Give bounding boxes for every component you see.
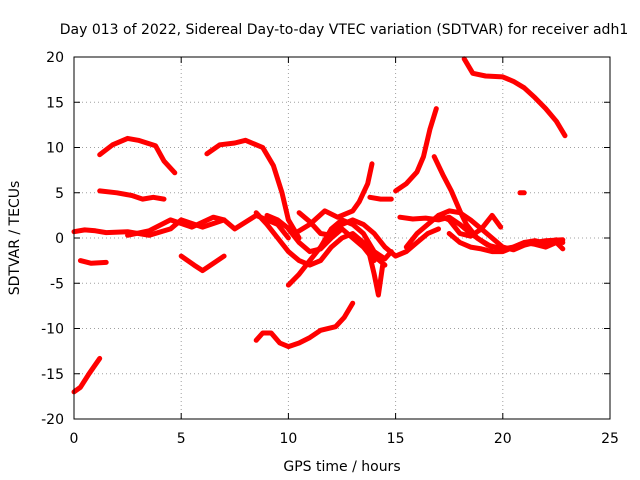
series-line-s9 — [253, 300, 356, 350]
series-line-s13 — [285, 226, 377, 264]
series-line-s2 — [71, 212, 291, 241]
x-axis: 0 5 10 15 20 25 — [70, 57, 619, 447]
series-line-s4 — [97, 135, 178, 176]
y-axis: -20 -15 -10 -5 0 5 10 15 20 — [41, 50, 610, 428]
series-line-s6 — [125, 214, 227, 238]
y-tick-label: 10 — [46, 141, 64, 157]
x-tick-label: 25 — [601, 431, 619, 447]
y-tick-label: 20 — [46, 50, 64, 66]
series-line-s11 — [253, 210, 388, 268]
y-tick-label: 15 — [46, 95, 64, 111]
series-line-s22 — [446, 231, 566, 255]
x-tick-label: 10 — [279, 431, 297, 447]
series-line-s10 — [264, 161, 375, 236]
series-line-s7 — [178, 253, 227, 274]
series-line-s14 — [296, 210, 441, 259]
x-tick-label: 20 — [494, 431, 512, 447]
series-line-s19 — [403, 212, 504, 250]
y-axis-label: SDTVAR / TECUs — [7, 181, 23, 296]
series-line-s8 — [204, 137, 302, 241]
series-line-s1 — [71, 355, 103, 395]
series-line-s12 — [285, 217, 394, 288]
y-tick-label: -20 — [41, 412, 64, 428]
y-tick-label: 5 — [55, 186, 64, 202]
series-line-s15 — [365, 244, 386, 298]
chart-title: Day 013 of 2022, Sidereal Day-to-day VTE… — [60, 22, 628, 38]
series-layer — [71, 56, 568, 395]
series-line-s24 — [461, 56, 568, 139]
x-tick-label: 5 — [177, 431, 186, 447]
series-line-s3 — [77, 258, 109, 266]
y-tick-label: -5 — [50, 276, 64, 292]
series-line-s17 — [393, 106, 439, 194]
series-line-s16 — [367, 194, 394, 202]
y-tick-label: 0 — [55, 231, 64, 247]
x-tick-label: 0 — [70, 431, 79, 447]
series-line-s5 — [97, 188, 167, 202]
x-axis-label: GPS time / hours — [283, 459, 400, 475]
x-tick-label: 15 — [387, 431, 405, 447]
y-tick-label: -10 — [41, 322, 64, 338]
y-tick-label: -15 — [41, 367, 64, 383]
